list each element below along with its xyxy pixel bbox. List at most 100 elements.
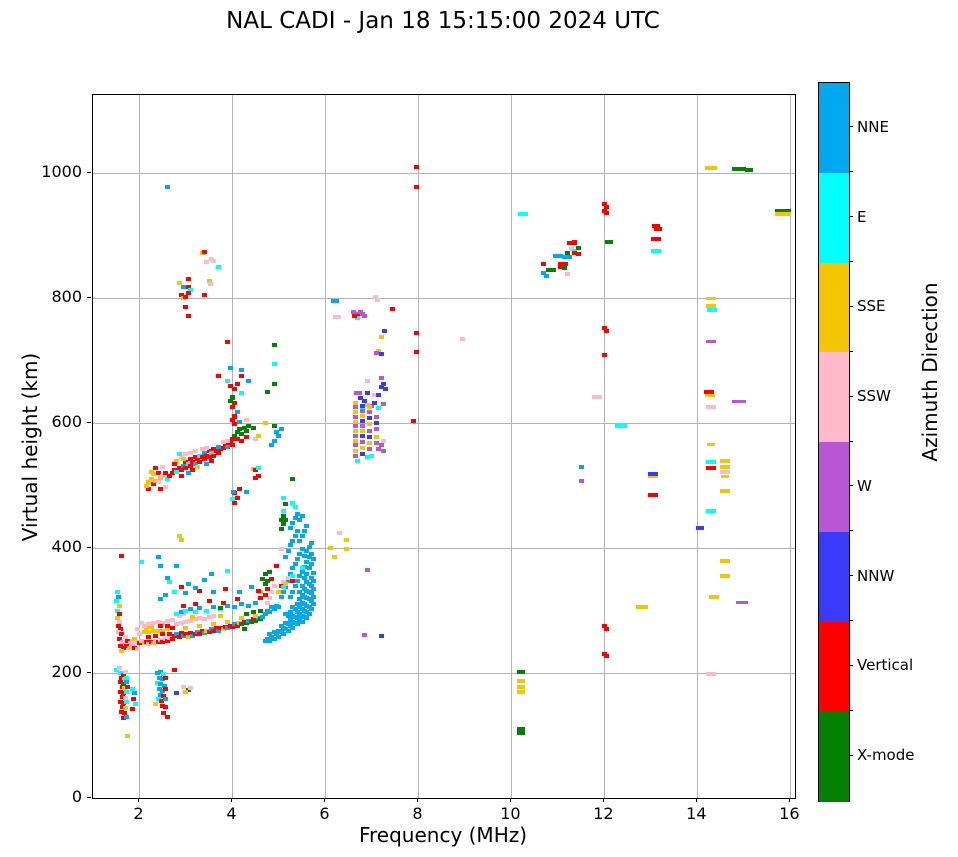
data-point <box>160 621 166 626</box>
data-point <box>360 413 366 418</box>
y-tick-mark <box>87 671 91 673</box>
data-point <box>285 578 291 583</box>
colorbar-category-label: NNW <box>857 566 895 585</box>
data-point <box>516 684 525 689</box>
data-point <box>413 331 419 336</box>
data-point <box>160 688 166 693</box>
data-point <box>183 466 189 471</box>
colorbar-segment-nne <box>819 83 849 174</box>
data-point <box>148 624 154 629</box>
y-gridline <box>93 547 795 549</box>
data-point <box>744 167 753 172</box>
data-point <box>378 352 384 357</box>
data-point <box>706 509 717 514</box>
data-point <box>239 622 245 627</box>
data-point <box>176 452 182 457</box>
data-point <box>120 672 126 677</box>
data-point <box>239 432 245 437</box>
data-point <box>174 691 180 696</box>
data-point <box>650 249 661 254</box>
data-point <box>143 483 149 488</box>
data-point <box>160 474 166 479</box>
data-point <box>176 533 182 538</box>
data-point <box>255 466 261 471</box>
data-point <box>706 405 717 410</box>
data-point <box>119 632 125 637</box>
data-point <box>292 516 298 521</box>
data-point <box>158 682 164 687</box>
data-point <box>171 461 177 466</box>
data-point <box>132 636 138 641</box>
data-point <box>125 734 131 739</box>
data-point <box>264 578 270 583</box>
data-point <box>246 424 252 429</box>
data-point <box>239 616 245 621</box>
y-tick-mark <box>87 171 91 173</box>
data-point <box>695 526 704 531</box>
data-point <box>367 428 373 433</box>
data-point <box>164 576 170 581</box>
data-point <box>150 472 156 477</box>
data-point <box>278 547 284 552</box>
data-point <box>119 553 125 558</box>
data-point <box>188 457 194 462</box>
data-point <box>290 578 296 583</box>
data-point <box>220 439 226 444</box>
data-point <box>732 167 747 172</box>
data-point <box>706 296 717 300</box>
y-tick-label: 600 <box>51 412 82 432</box>
data-point <box>118 680 124 685</box>
data-point <box>543 274 549 279</box>
data-point <box>374 421 380 426</box>
data-point <box>134 647 140 652</box>
data-point <box>133 702 139 707</box>
data-point <box>113 599 119 604</box>
colorbar-tick-mark <box>849 664 853 666</box>
data-point <box>381 402 387 407</box>
data-point <box>309 561 314 566</box>
y-gridline <box>93 672 795 674</box>
data-point <box>155 471 161 476</box>
data-point <box>154 681 160 686</box>
data-point <box>126 646 132 651</box>
data-point <box>571 248 577 253</box>
data-point <box>236 487 242 492</box>
data-point <box>232 501 238 506</box>
data-point <box>299 569 305 574</box>
data-point <box>246 378 252 383</box>
data-point <box>578 478 584 483</box>
data-point <box>271 362 277 367</box>
data-point <box>239 367 245 372</box>
x-gridline <box>603 95 605 798</box>
data-point <box>241 426 247 431</box>
data-point <box>299 547 305 552</box>
data-point <box>545 267 556 272</box>
data-point <box>362 399 368 404</box>
data-point <box>188 607 194 612</box>
data-point <box>364 455 370 460</box>
data-point <box>178 474 184 479</box>
data-point <box>183 591 189 596</box>
data-point <box>378 384 384 389</box>
data-point <box>278 594 284 599</box>
data-point <box>271 438 277 443</box>
data-point <box>571 251 577 256</box>
data-point <box>274 632 280 637</box>
data-point <box>178 631 184 636</box>
data-point <box>185 313 191 318</box>
data-point <box>557 261 568 266</box>
data-point <box>413 185 419 190</box>
data-point <box>288 542 294 547</box>
data-point <box>255 588 261 593</box>
data-point <box>119 649 125 654</box>
data-point <box>330 299 339 304</box>
data-point <box>202 577 208 582</box>
data-point <box>353 401 359 406</box>
data-point <box>218 606 224 611</box>
data-point <box>206 614 212 619</box>
data-point <box>383 386 389 391</box>
data-point <box>290 477 296 482</box>
data-point <box>164 185 170 190</box>
data-point <box>155 480 161 485</box>
data-point <box>285 628 291 633</box>
